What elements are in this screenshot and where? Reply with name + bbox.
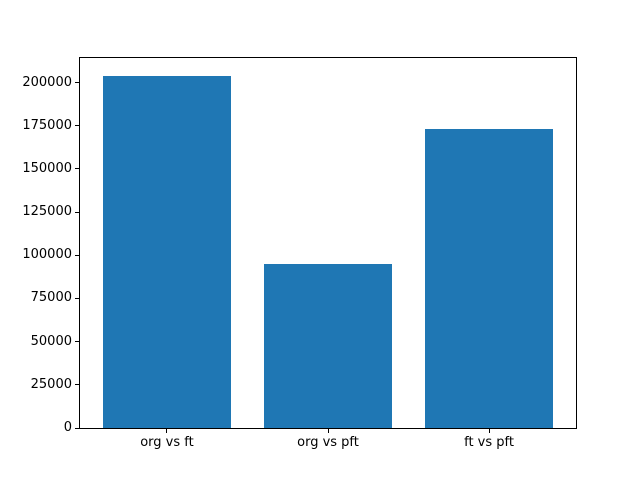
bar xyxy=(102,75,232,428)
y-tick-label: 150000 xyxy=(22,160,72,176)
y-tick-label: 100000 xyxy=(22,247,72,263)
y-tick-label: 0 xyxy=(63,420,72,435)
y-tick-mark xyxy=(75,254,79,256)
y-tick-label: 25000 xyxy=(30,376,72,392)
x-tick-label: ft vs pft xyxy=(464,435,514,450)
y-tick-mark xyxy=(75,384,79,386)
bar xyxy=(263,263,393,428)
y-tick-mark xyxy=(75,125,79,127)
y-tick-mark xyxy=(75,297,79,299)
x-tick-label: org vs pft xyxy=(297,435,359,450)
x-tick-mark xyxy=(166,429,168,433)
bar xyxy=(424,129,554,428)
y-tick-mark xyxy=(75,82,79,84)
y-tick-mark xyxy=(75,211,79,213)
x-tick-mark xyxy=(327,429,329,433)
x-tick-mark xyxy=(488,429,490,433)
y-tick-label: 50000 xyxy=(30,333,72,349)
plot-area xyxy=(79,57,577,429)
y-tick-mark xyxy=(75,341,79,343)
y-tick-mark xyxy=(75,168,79,170)
y-tick-label: 125000 xyxy=(22,204,72,220)
y-tick-label: 200000 xyxy=(22,74,72,90)
y-tick-mark xyxy=(75,427,79,429)
y-tick-label: 175000 xyxy=(22,117,72,133)
x-tick-label: org vs ft xyxy=(140,435,194,450)
bars-container xyxy=(80,58,576,428)
y-tick-label: 75000 xyxy=(30,290,72,306)
